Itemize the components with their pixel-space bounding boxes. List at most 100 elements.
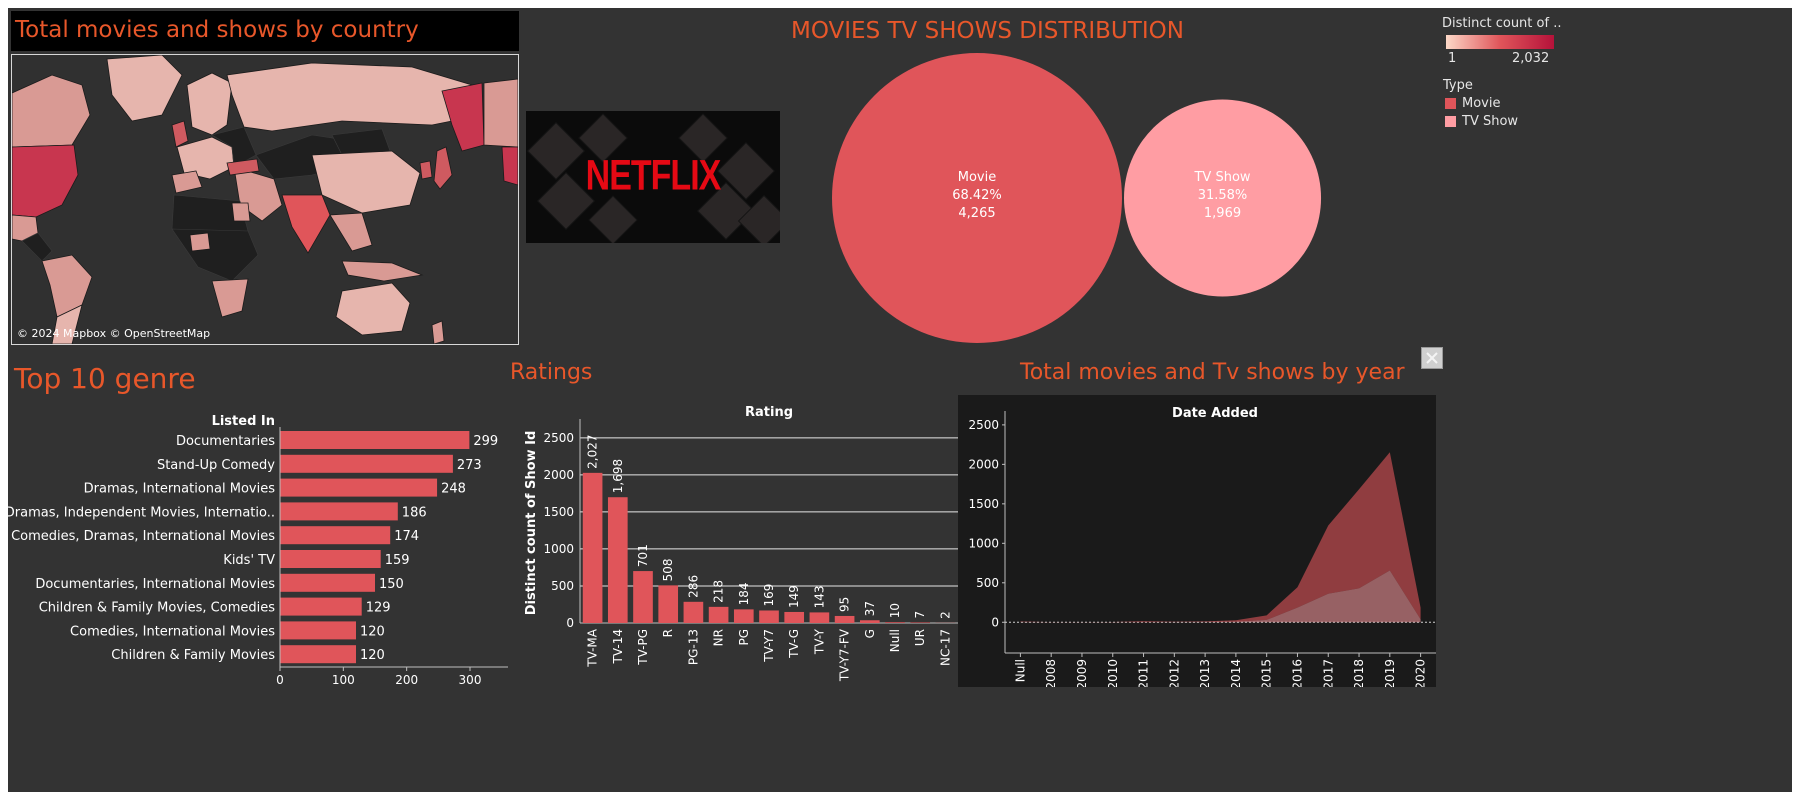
year-area-tv-show[interactable] bbox=[1020, 570, 1421, 623]
top-genre-chart: Listed In Documentaries 299 Stand-Up Comedy… bbox=[8, 414, 508, 687]
bubble-percent-movie: 68.42% bbox=[952, 188, 1002, 203]
year-y-tick-label: 1500 bbox=[968, 497, 999, 511]
rating-value-label: 143 bbox=[812, 586, 826, 609]
map-region-nigeria bbox=[189, 232, 211, 252]
year-title: Total movies and Tv shows by year bbox=[1020, 360, 1405, 385]
genre-bar[interactable] bbox=[280, 645, 356, 664]
map-region-usa-east bbox=[501, 146, 518, 186]
genre-bar[interactable] bbox=[280, 526, 391, 545]
rating-value-label: 1,698 bbox=[611, 459, 625, 493]
genre-label: Comedies, Dramas, International Movies bbox=[11, 529, 275, 544]
genre-bar[interactable] bbox=[280, 597, 362, 616]
legend-label-tv-show: TV Show bbox=[1462, 114, 1519, 129]
netflix-banner-art bbox=[527, 113, 780, 243]
rating-category-label: UR bbox=[913, 629, 927, 646]
color-legend-max: 2,032 bbox=[1512, 51, 1550, 66]
rating-bar[interactable] bbox=[607, 497, 628, 623]
genre-axis-label: Listed In bbox=[212, 414, 275, 429]
year-area-movie[interactable] bbox=[1020, 452, 1421, 623]
genre-label: Dramas, International Movies bbox=[84, 482, 276, 497]
year-x-tick-label: 2020 bbox=[1414, 659, 1428, 687]
rating-category-label: TV-14 bbox=[611, 629, 625, 664]
rating-bar[interactable] bbox=[733, 609, 754, 623]
year-x-tick-label: 2016 bbox=[1290, 659, 1304, 687]
map-attribution[interactable]: © 2024 Mapbox © OpenStreetMap bbox=[17, 327, 211, 340]
map-region-south-america-south bbox=[51, 304, 83, 344]
legend-swatch-tv-show bbox=[1445, 116, 1456, 127]
bubble-percent-tv-show: 31.58% bbox=[1198, 188, 1248, 203]
year-x-tick-label: 2014 bbox=[1229, 659, 1243, 687]
year-y-tick-label: 500 bbox=[976, 576, 999, 590]
map-region-canada bbox=[12, 74, 91, 148]
ratings-y-axis-title: Distinct count of Show Id bbox=[524, 431, 539, 616]
rating-value-label: 286 bbox=[686, 575, 700, 598]
map-region-greenland bbox=[106, 55, 183, 122]
rating-value-label: 10 bbox=[888, 603, 902, 618]
bubble-movie[interactable] bbox=[832, 53, 1122, 343]
year-area-chart: Date Added 0 500 1000 1500 2000 2500 Null 2008 20… bbox=[958, 395, 1436, 687]
rating-bar[interactable] bbox=[759, 610, 779, 623]
genre-bar[interactable] bbox=[280, 573, 375, 592]
genre-value-label: 150 bbox=[379, 577, 404, 592]
world-map[interactable]: © 2024 Mapbox © OpenStreetMap bbox=[11, 54, 519, 345]
genre-value-label: 248 bbox=[441, 482, 466, 497]
rating-category-label: R bbox=[661, 629, 675, 637]
ratings-title: Ratings bbox=[510, 360, 593, 385]
genre-x-tick-label: 300 bbox=[459, 673, 482, 687]
genre-title: Top 10 genre bbox=[14, 362, 196, 395]
year-x-tick-label: 2015 bbox=[1260, 659, 1274, 687]
rating-bar[interactable] bbox=[683, 601, 704, 623]
rating-bar[interactable] bbox=[809, 612, 830, 623]
map-region-india bbox=[281, 194, 331, 254]
rating-bar[interactable] bbox=[784, 611, 805, 623]
rating-bar[interactable] bbox=[859, 620, 880, 623]
rating-value-label: 2,027 bbox=[586, 434, 600, 468]
map-region-southeast-asia bbox=[329, 212, 373, 252]
year-x-tick-label: 2017 bbox=[1321, 659, 1335, 687]
genre-value-label: 120 bbox=[360, 648, 385, 663]
ratings-y-tick-label: 1000 bbox=[543, 542, 574, 556]
genre-bar[interactable] bbox=[280, 550, 381, 568]
rating-bar[interactable] bbox=[633, 571, 653, 623]
rating-bar[interactable] bbox=[834, 615, 855, 623]
legend-swatch-movie bbox=[1445, 98, 1456, 109]
genre-bar[interactable] bbox=[280, 502, 398, 521]
map-region-japan bbox=[433, 146, 453, 190]
rating-category-label: TV-MA bbox=[586, 628, 600, 668]
legend-label-movie: Movie bbox=[1462, 96, 1501, 111]
rating-bar[interactable] bbox=[885, 622, 905, 623]
genre-label: Children & Family Movies, Comedies bbox=[39, 601, 276, 616]
genre-value-label: 120 bbox=[360, 624, 385, 639]
map-region-mongolia bbox=[331, 128, 391, 156]
genre-label: Comedies, International Movies bbox=[70, 624, 275, 639]
genre-bar[interactable] bbox=[280, 431, 470, 449]
map-region-egypt bbox=[231, 202, 251, 222]
map-region-alaska bbox=[441, 82, 485, 152]
netflix-banner: NETFLIX bbox=[526, 111, 780, 243]
rating-value-label: 37 bbox=[863, 601, 877, 616]
rating-bar[interactable] bbox=[910, 622, 931, 623]
genre-bar[interactable] bbox=[280, 478, 438, 497]
close-icon bbox=[1426, 352, 1438, 364]
map-region-indonesia bbox=[341, 260, 424, 282]
close-button[interactable] bbox=[1421, 347, 1443, 369]
genre-value-label: 174 bbox=[394, 529, 419, 544]
rating-value-label: 218 bbox=[712, 580, 726, 603]
rating-bar[interactable] bbox=[582, 472, 603, 623]
genre-bar[interactable] bbox=[280, 621, 356, 640]
map-region-central-africa bbox=[171, 228, 259, 282]
map-region-uk bbox=[171, 120, 189, 148]
year-x-tick-label: 2009 bbox=[1075, 659, 1089, 687]
map-region-central-america bbox=[21, 232, 53, 262]
genre-bar[interactable] bbox=[280, 454, 453, 473]
rating-bar[interactable] bbox=[658, 585, 679, 623]
map-region-scandinavia bbox=[186, 72, 233, 136]
bubble-tv-show[interactable] bbox=[1124, 99, 1322, 297]
genre-value-label: 186 bbox=[402, 505, 427, 520]
rating-category-label: G bbox=[863, 629, 877, 638]
rating-value-label: 2 bbox=[938, 611, 952, 619]
rating-bar[interactable] bbox=[708, 606, 729, 623]
genre-label: Children & Family Movies bbox=[111, 648, 275, 663]
netflix-logo: NETFLIX bbox=[585, 152, 722, 200]
ratings-y-tick-label: 1500 bbox=[543, 505, 574, 519]
